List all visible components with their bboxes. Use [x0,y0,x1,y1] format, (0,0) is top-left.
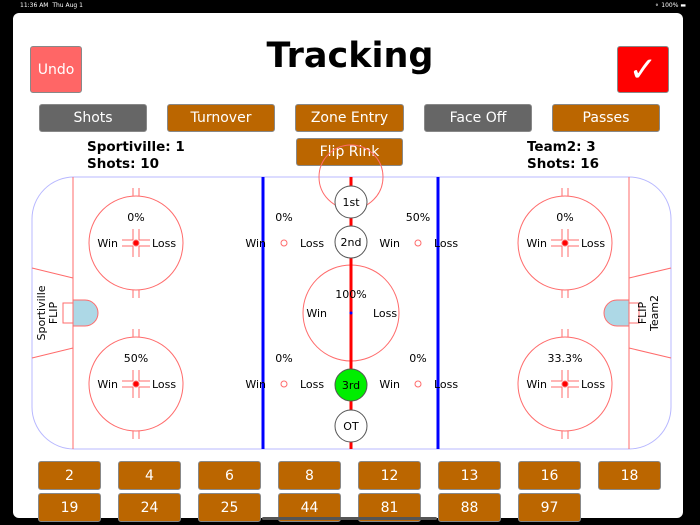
player-button[interactable]: 13 [438,461,501,490]
trapezoid-line [31,267,74,279]
mode-shots-button[interactable]: Shots [39,104,147,132]
player-button[interactable]: 8 [278,461,341,490]
neutral-dot[interactable] [414,239,422,247]
trapezoid-line [628,347,672,359]
period-label: 1st [342,196,360,209]
win-label[interactable]: Win [379,237,400,250]
checkmark-icon: ✓ [628,49,658,90]
center-dot [349,311,353,315]
loss-label[interactable]: Loss [434,378,458,391]
mode-turnover-button[interactable]: Turnover [167,104,275,132]
faceoff-dot[interactable] [132,380,140,388]
win-label[interactable]: Win [379,378,400,391]
faceoff-pct: 33.3% [548,352,583,365]
away-flip-label[interactable]: FLIP [636,301,649,324]
faceoff-circle[interactable] [88,336,184,432]
away-side-label: Team2 [648,295,661,332]
mode-passes-button[interactable]: Passes [552,104,660,132]
player-button[interactable]: 2 [38,461,101,490]
faceoff-pct: 0% [275,211,292,224]
faceoff-pct: 0% [127,211,144,224]
faceoff-circle[interactable] [88,195,184,291]
faceoff-pct: 50% [406,211,430,224]
status-battery: ⚬ 100% ▬ [654,2,686,9]
status-time: 11:36 AM Thu Aug 1 [20,2,83,9]
player-button[interactable]: 4 [118,461,181,490]
faceoff-pct: 0% [556,211,573,224]
player-button[interactable]: 97 [518,493,581,522]
player-button[interactable]: 16 [518,461,581,490]
faceoff-circle[interactable] [517,195,613,291]
player-button[interactable]: 19 [38,493,101,522]
right-crease [603,299,630,327]
period-button[interactable] [334,225,368,259]
undo-button[interactable]: Undo [30,46,82,93]
period-button[interactable] [334,409,368,443]
loss-label[interactable]: Loss [300,237,324,250]
faceoff-circle[interactable] [517,336,613,432]
away-goals: Team2: 3 [527,139,596,155]
period-label: OT [343,420,359,433]
loss-label[interactable]: Loss [152,237,176,250]
loss-label[interactable]: Loss [581,237,605,250]
faceoff-dot[interactable] [132,239,140,247]
trapezoid-line [628,267,672,279]
home-goals: Sportiville: 1 [87,139,185,155]
trapezoid-line [31,347,74,359]
loss-label[interactable]: Loss [434,237,458,250]
win-label[interactable]: Win [526,237,547,250]
home-side-label: Sportiville [35,285,48,340]
player-button[interactable]: 18 [598,461,661,490]
mode-face-off-button[interactable]: Face Off [424,104,532,132]
confirm-button[interactable]: ✓ [617,46,669,93]
neutral-dot[interactable] [280,239,288,247]
period-label: 3rd [342,379,360,392]
faceoff-pct: 100% [335,288,366,301]
player-button[interactable]: 25 [198,493,261,522]
player-button[interactable]: 12 [358,461,421,490]
win-label[interactable]: Win [245,378,266,391]
home-shots: Shots: 10 [87,156,159,172]
away-shots: Shots: 16 [527,156,599,172]
period-label: 2nd [341,236,362,249]
page-title: Tracking [266,36,434,76]
win-label[interactable]: Win [97,237,118,250]
home-flip-label[interactable]: FLIP [47,301,60,324]
mode-zone-entry-button[interactable]: Zone Entry [295,104,404,132]
loss-label[interactable]: Loss [373,307,397,320]
loss-label[interactable]: Loss [152,378,176,391]
player-button[interactable]: 6 [198,461,261,490]
win-label[interactable]: Win [245,237,266,250]
faceoff-pct: 50% [124,352,148,365]
left-crease [72,299,99,327]
win-label[interactable]: Win [97,378,118,391]
period-button[interactable] [334,185,368,219]
home-score: Sportiville: 1 Shots: 10 [87,139,185,173]
faceoff-pct: 0% [409,352,426,365]
win-label[interactable]: Win [306,307,327,320]
neutral-dot[interactable] [280,380,288,388]
faceoff-dot[interactable] [561,239,569,247]
faceoff-dot[interactable] [561,380,569,388]
loss-label[interactable]: Loss [300,378,324,391]
win-label[interactable]: Win [526,378,547,391]
faceoff-pct: 0% [275,352,292,365]
neutral-dot[interactable] [414,380,422,388]
home-indicator[interactable] [262,517,437,520]
loss-label[interactable]: Loss [581,378,605,391]
period-button[interactable] [334,368,368,402]
away-score: Team2: 3 Shots: 16 [527,139,599,173]
player-button[interactable]: 24 [118,493,181,522]
player-button[interactable]: 88 [438,493,501,522]
